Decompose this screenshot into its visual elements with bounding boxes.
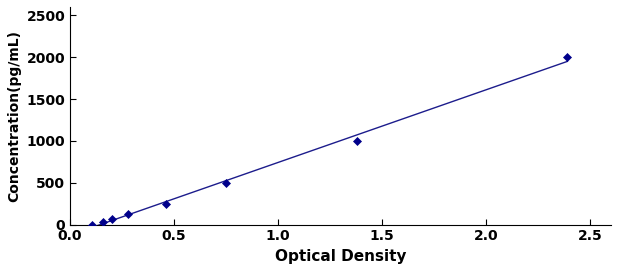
X-axis label: Optical Density: Optical Density — [275, 249, 406, 264]
Y-axis label: Concentration(pg/mL): Concentration(pg/mL) — [7, 30, 21, 202]
